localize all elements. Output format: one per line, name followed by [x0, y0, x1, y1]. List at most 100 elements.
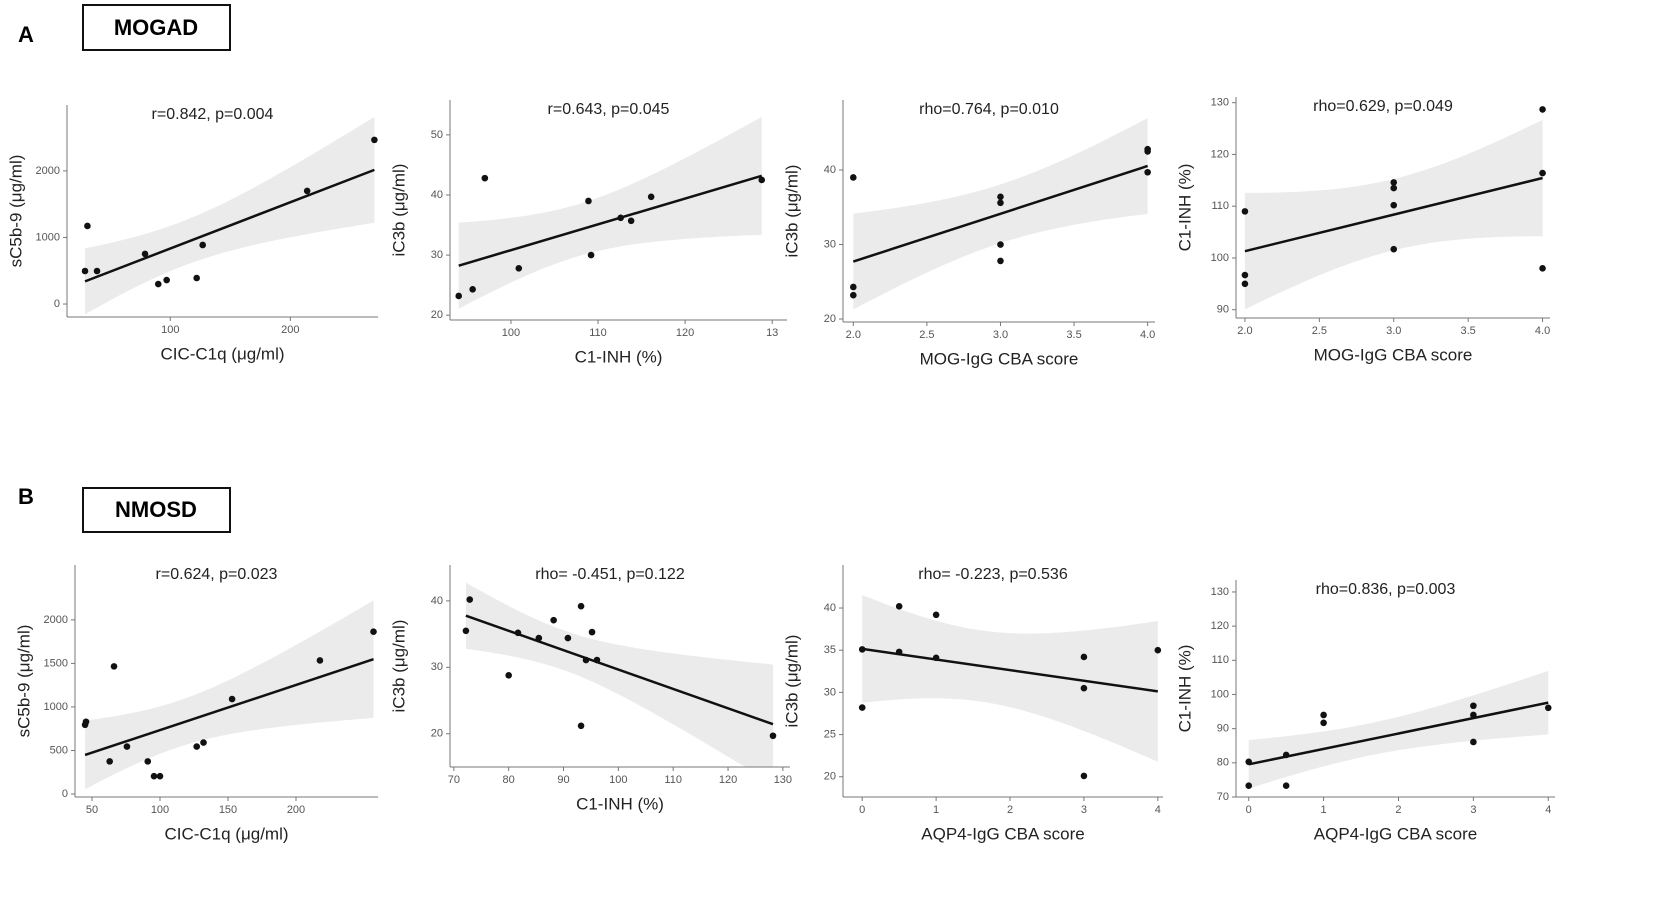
data-point: [156, 772, 164, 780]
data-point: [81, 267, 89, 275]
x-tick-label: 2.0: [846, 329, 861, 341]
data-point: [582, 656, 590, 664]
x-tick-label: 110: [664, 774, 682, 786]
regression-line: [84, 168, 375, 283]
y-axis-label: sC5b-9 (μg/ml): [6, 155, 25, 268]
y-axis-label: C1-INH (%): [1175, 645, 1194, 733]
x-tick-label: 200: [281, 324, 299, 336]
x-tick-label: 4: [1155, 804, 1161, 816]
x-tick-label: 0: [859, 804, 865, 816]
regression-line: [862, 647, 1159, 693]
x-tick-label: 4.0: [1140, 329, 1155, 341]
x-axis-label: MOG-IgG CBA score: [1314, 345, 1473, 364]
y-axis-label: C1-INH (%): [1175, 164, 1194, 252]
x-tick-label: 50: [86, 804, 98, 816]
data-point: [932, 654, 940, 662]
data-point: [1320, 719, 1327, 727]
data-point: [84, 222, 91, 230]
data-point: [535, 634, 543, 642]
panel-letter: B: [18, 484, 34, 509]
x-tick-label: 3.5: [1461, 325, 1476, 337]
y-tick-label: 40: [431, 189, 443, 201]
x-tick-label: 100: [151, 804, 169, 816]
data-point: [481, 174, 489, 182]
data-point: [1544, 704, 1552, 712]
data-point: [758, 176, 766, 184]
x-axis-label: C1-INH (%): [576, 794, 664, 813]
y-tick-label: 100: [1211, 252, 1229, 264]
regression-line: [852, 164, 1149, 263]
y-tick-label: 100: [1211, 688, 1229, 700]
x-tick-label: 2.0: [1237, 325, 1252, 337]
data-point: [932, 611, 940, 619]
confidence-band: [85, 117, 375, 315]
regression-line: [84, 658, 374, 757]
panel-title: NMOSD: [115, 497, 197, 522]
data-point: [82, 718, 90, 726]
x-tick-label: 0: [1246, 804, 1252, 816]
data-point: [997, 193, 1004, 201]
data-point: [144, 758, 152, 765]
data-point: [585, 197, 592, 205]
data-point: [370, 628, 377, 636]
x-tick-label: 4: [1545, 804, 1551, 816]
x-tick-label: 130: [774, 774, 792, 786]
data-point: [850, 283, 857, 291]
y-tick-label: 35: [824, 644, 836, 656]
data-point: [200, 739, 207, 746]
panel-letter: A: [18, 22, 34, 47]
data-point: [1241, 271, 1249, 279]
x-tick-label: 3: [1470, 804, 1476, 816]
data-point: [1154, 646, 1162, 654]
data-point: [1241, 208, 1249, 215]
y-tick-label: 20: [824, 313, 836, 325]
x-tick-label: 100: [609, 774, 627, 786]
x-tick-label: 120: [676, 327, 694, 339]
x-tick-label: 90: [557, 774, 569, 786]
data-point: [110, 663, 118, 670]
data-point: [588, 628, 596, 636]
data-point: [997, 257, 1004, 265]
y-tick-label: 20: [431, 728, 443, 740]
x-tick-label: 3.0: [993, 329, 1008, 341]
y-axis-label: sC5b-9 (μg/ml): [14, 625, 33, 738]
data-point: [627, 217, 635, 225]
data-point: [1245, 782, 1253, 790]
data-point: [1080, 653, 1088, 661]
data-point: [123, 743, 131, 750]
x-tick-label: 120: [719, 774, 737, 786]
data-point: [850, 291, 857, 299]
data-point: [462, 627, 470, 635]
y-tick-label: 40: [431, 595, 443, 607]
y-tick-label: 20: [431, 309, 443, 321]
x-tick-label: 2.5: [919, 329, 934, 341]
data-point: [141, 250, 149, 258]
data-point: [895, 603, 903, 610]
y-tick-label: 110: [1211, 200, 1229, 212]
panel-title-box: [82, 487, 231, 533]
data-point: [769, 732, 777, 740]
y-tick-label: 1000: [44, 701, 68, 713]
y-tick-label: 0: [54, 298, 60, 310]
data-point: [1539, 169, 1546, 177]
data-point: [1390, 179, 1398, 186]
data-point: [514, 629, 522, 637]
confidence-band: [862, 595, 1158, 762]
y-tick-label: 25: [824, 728, 836, 740]
confidence-band: [85, 600, 374, 790]
data-point: [1390, 201, 1398, 209]
x-tick-label: 2: [1395, 804, 1401, 816]
x-tick-label: 100: [161, 324, 179, 336]
data-point: [1245, 758, 1253, 766]
y-tick-label: 120: [1211, 148, 1229, 160]
x-tick-label: 3.0: [1386, 325, 1401, 337]
data-point: [515, 265, 523, 272]
y-tick-label: 130: [1211, 97, 1229, 109]
y-tick-label: 30: [431, 661, 443, 673]
data-point: [577, 602, 585, 610]
x-axis-label: CIC-C1q (μg/ml): [160, 344, 284, 363]
data-point: [1539, 265, 1546, 272]
y-tick-label: 70: [1217, 791, 1229, 803]
panel-title: MOGAD: [114, 15, 198, 40]
